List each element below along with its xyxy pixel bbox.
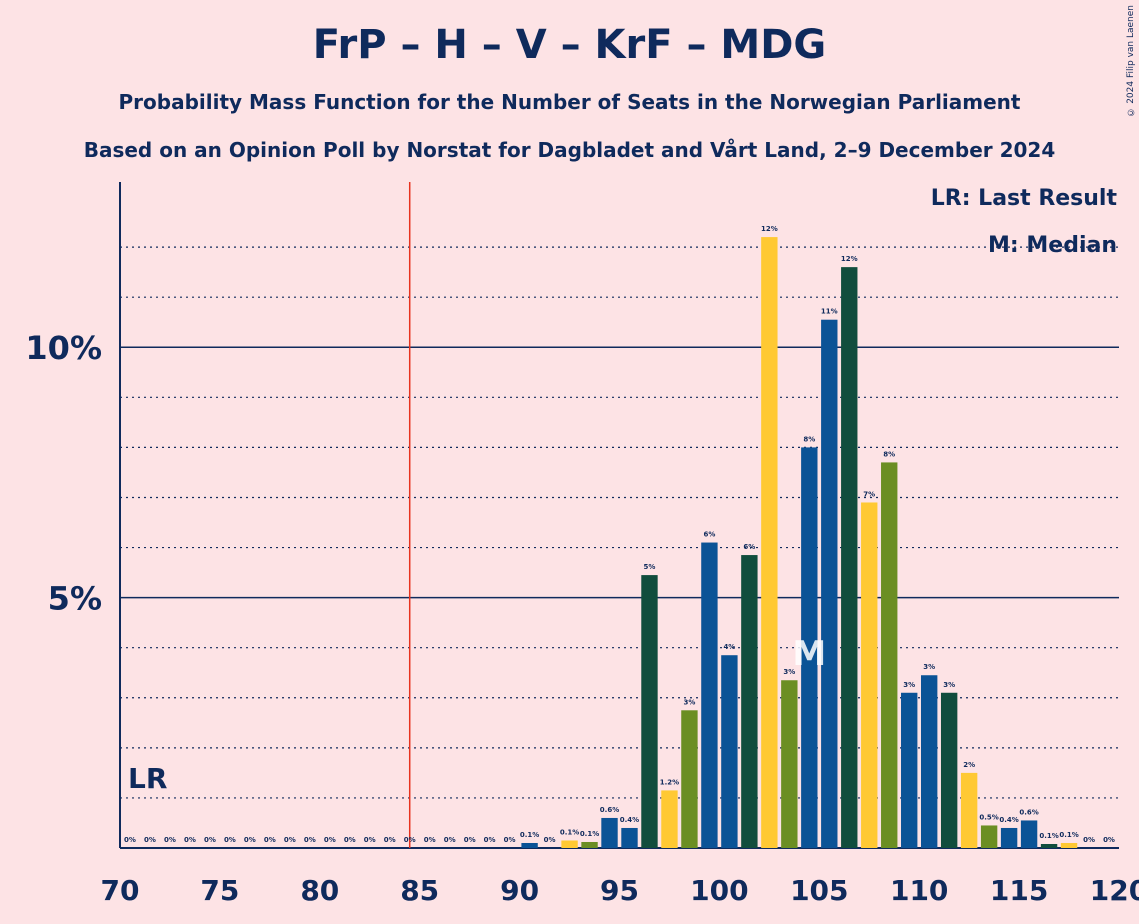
x-tick-label: 85 xyxy=(400,874,439,907)
bar-label-77: 0% xyxy=(244,836,256,844)
bar-101 xyxy=(721,655,738,848)
bar-label-88: 0% xyxy=(464,836,476,844)
bar-label-72: 0% xyxy=(144,836,156,844)
bar-label-92: 0% xyxy=(544,836,556,844)
bar-102 xyxy=(741,555,758,848)
bar-100 xyxy=(701,542,718,848)
bar-label-95: 0.6% xyxy=(600,806,619,814)
bar-label-94: 0.1% xyxy=(580,830,599,838)
bar-label-107: 12% xyxy=(841,255,858,263)
bar-103 xyxy=(761,237,778,848)
bar-label-80: 0% xyxy=(304,836,316,844)
bar-label-76: 0% xyxy=(224,836,236,844)
bar-109 xyxy=(881,462,898,848)
bar-label-117: 0.1% xyxy=(1039,832,1058,840)
bar-label-109: 8% xyxy=(883,450,895,458)
x-tick-label: 110 xyxy=(890,874,948,907)
bar-label-114: 0.5% xyxy=(979,813,998,821)
bar-93 xyxy=(561,840,578,848)
bar-label-98: 1.2% xyxy=(660,778,679,786)
bar-label-120: 0% xyxy=(1103,836,1115,844)
bar-110 xyxy=(901,692,918,848)
bar-95 xyxy=(601,817,618,848)
last-result-label: LR xyxy=(128,762,167,795)
median-marker: M xyxy=(792,634,826,674)
bar-label-96: 0.4% xyxy=(620,816,639,824)
x-tick-label: 105 xyxy=(790,874,848,907)
bar-105 xyxy=(801,447,818,848)
bar-label-90: 0% xyxy=(504,836,516,844)
x-tick-label: 115 xyxy=(990,874,1048,907)
bar-108 xyxy=(861,502,878,848)
bar-118 xyxy=(1060,842,1078,848)
bar-97 xyxy=(641,575,658,848)
bar-label-91: 0.1% xyxy=(520,831,539,839)
x-tick-label: 95 xyxy=(600,874,639,907)
bar-label-106: 11% xyxy=(821,308,838,316)
bar-94 xyxy=(581,841,598,848)
bar-label-82: 0% xyxy=(344,836,356,844)
bar-99 xyxy=(681,710,698,848)
bar-label-100: 6% xyxy=(703,531,715,539)
bar-label-102: 6% xyxy=(743,543,755,551)
bar-label-101: 4% xyxy=(723,643,735,651)
chart-title: FrP – H – V – KrF – MDG xyxy=(312,22,827,68)
bar-112 xyxy=(940,692,958,848)
bar-label-108: 7% xyxy=(863,490,875,498)
bar-label-99: 3% xyxy=(683,698,695,706)
x-tick-label: 80 xyxy=(300,874,339,907)
x-tick-label: 75 xyxy=(200,874,239,907)
bar-111 xyxy=(920,675,938,848)
bar-label-83: 0% xyxy=(364,836,376,844)
chart-subtitle: Probability Mass Function for the Number… xyxy=(118,90,1021,114)
x-tick-label: 120 xyxy=(1090,874,1139,907)
bar-106 xyxy=(821,319,838,848)
bar-107 xyxy=(841,267,858,848)
bar-91 xyxy=(521,842,538,848)
bar-115 xyxy=(1000,827,1018,848)
bar-label-74: 0% xyxy=(184,836,196,844)
bar-label-93: 0.1% xyxy=(560,828,579,836)
x-tick-label: 90 xyxy=(500,874,539,907)
bar-label-78: 0% xyxy=(264,836,276,844)
y-tick-label: 10% xyxy=(25,329,102,367)
bar-label-111: 3% xyxy=(923,663,935,671)
bar-label-85: 0% xyxy=(404,836,416,844)
bar-label-71: 0% xyxy=(124,836,136,844)
bar-label-118: 0.1% xyxy=(1059,831,1078,839)
bar-label-110: 3% xyxy=(903,681,915,689)
bar-label-103: 12% xyxy=(761,225,778,233)
bar-label-113: 2% xyxy=(963,761,975,769)
bar-114 xyxy=(980,825,998,848)
bar-label-79: 0% xyxy=(284,836,296,844)
bar-label-104: 3% xyxy=(783,668,795,676)
bar-label-81: 0% xyxy=(324,836,336,844)
bar-98 xyxy=(661,790,678,848)
x-tick-label: 100 xyxy=(690,874,748,907)
bar-label-119: 0% xyxy=(1083,836,1095,844)
bar-label-115: 0.4% xyxy=(999,816,1018,824)
bar-113 xyxy=(960,772,978,848)
bar-label-73: 0% xyxy=(164,836,176,844)
chart-subtitle-2: Based on an Opinion Poll by Norstat for … xyxy=(83,138,1056,162)
bar-label-86: 0% xyxy=(424,836,436,844)
legend-last-result: LR: Last Result xyxy=(930,186,1117,211)
x-tick-label: 70 xyxy=(101,874,140,907)
legend-median: M: Median xyxy=(988,233,1117,258)
bar-label-84: 0% xyxy=(384,836,396,844)
bar-label-105: 8% xyxy=(803,435,815,443)
y-tick-label: 5% xyxy=(48,580,102,618)
bar-label-75: 0% xyxy=(204,836,216,844)
bar-label-89: 0% xyxy=(484,836,496,844)
bar-96 xyxy=(621,827,638,848)
bar-117 xyxy=(1040,843,1058,848)
bar-104 xyxy=(781,680,798,848)
bar-label-97: 5% xyxy=(644,563,656,571)
bar-label-112: 3% xyxy=(943,681,955,689)
bar-label-116: 0.6% xyxy=(1019,808,1038,816)
bar-label-87: 0% xyxy=(444,836,456,844)
bar-116 xyxy=(1020,820,1038,848)
